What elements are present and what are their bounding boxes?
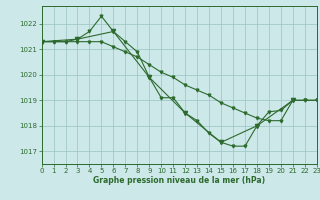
X-axis label: Graphe pression niveau de la mer (hPa): Graphe pression niveau de la mer (hPa) [93, 176, 265, 185]
